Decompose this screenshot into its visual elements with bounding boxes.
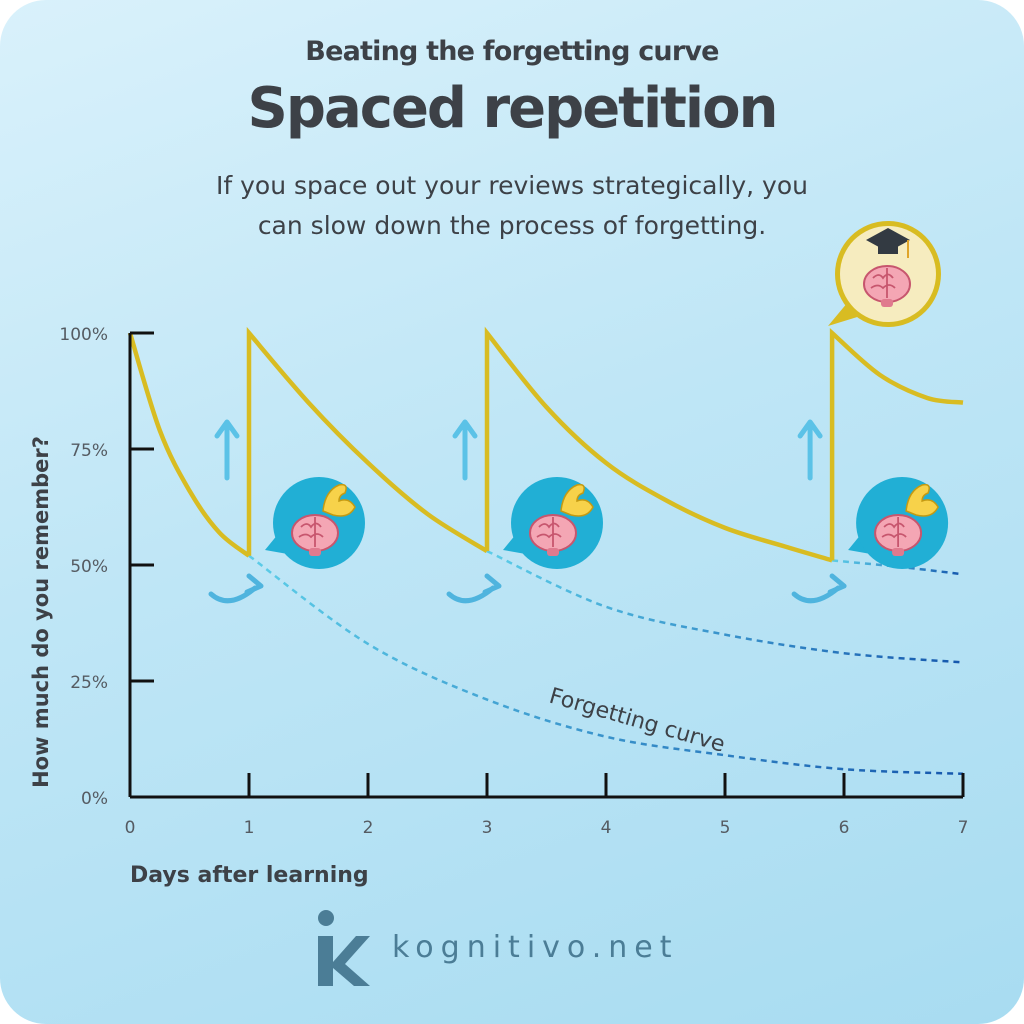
x-tick-label: 1: [244, 818, 255, 838]
forgetting-curve-annotation: Forgetting curve: [546, 684, 727, 758]
kognitivo-logo-icon: [318, 910, 370, 986]
review-marker-6: [791, 419, 949, 604]
x-tick-label: 5: [720, 818, 731, 838]
brain-graduation-cap-icon: [828, 221, 941, 327]
curved-arrow-head: [482, 573, 502, 595]
y-tick-label: 0%: [81, 789, 108, 809]
y-tick-label: 50%: [70, 557, 108, 577]
forgetting-curve-1: [248, 554, 964, 776]
y-tick-label: 100%: [59, 325, 108, 345]
brain-flexing-icon: [503, 477, 603, 569]
axes: [128, 331, 965, 799]
flexing-arm-icon: [905, 483, 939, 517]
brand-name: kognitivo.net: [392, 930, 679, 965]
graduation-cap-icon: [866, 228, 910, 252]
decorations: [208, 221, 949, 604]
forgetting-curves: [248, 549, 964, 776]
flexing-arm-icon: [322, 483, 356, 517]
brain-icon: [874, 514, 923, 556]
brain-icon: [863, 265, 911, 307]
x-tick-label: 3: [482, 818, 493, 838]
brain-flexing-icon: [265, 477, 365, 569]
x-tick-label: 4: [601, 818, 612, 838]
x-tick-label: 0: [125, 818, 136, 838]
review-marker-1: [208, 419, 365, 604]
y-tick-label: 25%: [70, 673, 108, 693]
retention-curve: [127, 326, 964, 563]
up-arrow-icon: [797, 419, 823, 481]
forgetting-curve-2: [486, 549, 964, 664]
subtitle-text: If you space out your reviews strategica…: [216, 171, 808, 240]
curved-arrow-head: [244, 573, 264, 595]
kicker-heading: Beating the forgetting curve: [305, 36, 719, 67]
brain-icon: [529, 514, 577, 556]
y-axis-title: How much do you remember?: [29, 436, 53, 788]
brain-icon: [291, 514, 339, 556]
flexing-arm-icon: [560, 483, 594, 517]
y-tick-label: 75%: [70, 441, 108, 461]
curved-arrow-head: [827, 573, 847, 595]
x-tick-label: 2: [363, 818, 374, 838]
axis-labels: 0% 25% 50% 75% 100% 0 1 2 3 4 5 6 7 Days after learni…: [29, 325, 968, 888]
up-arrow-icon: [452, 419, 478, 481]
review-marker-3: [446, 419, 603, 604]
x-tick-label: 7: [958, 818, 969, 838]
x-axis-title: Days after learning: [130, 863, 369, 888]
x-tick-label: 6: [839, 818, 850, 838]
up-arrow-icon: [214, 419, 240, 481]
brain-flexing-icon: [848, 477, 949, 569]
retention-line: [127, 326, 964, 563]
page-title: Spaced repetition: [247, 76, 779, 141]
